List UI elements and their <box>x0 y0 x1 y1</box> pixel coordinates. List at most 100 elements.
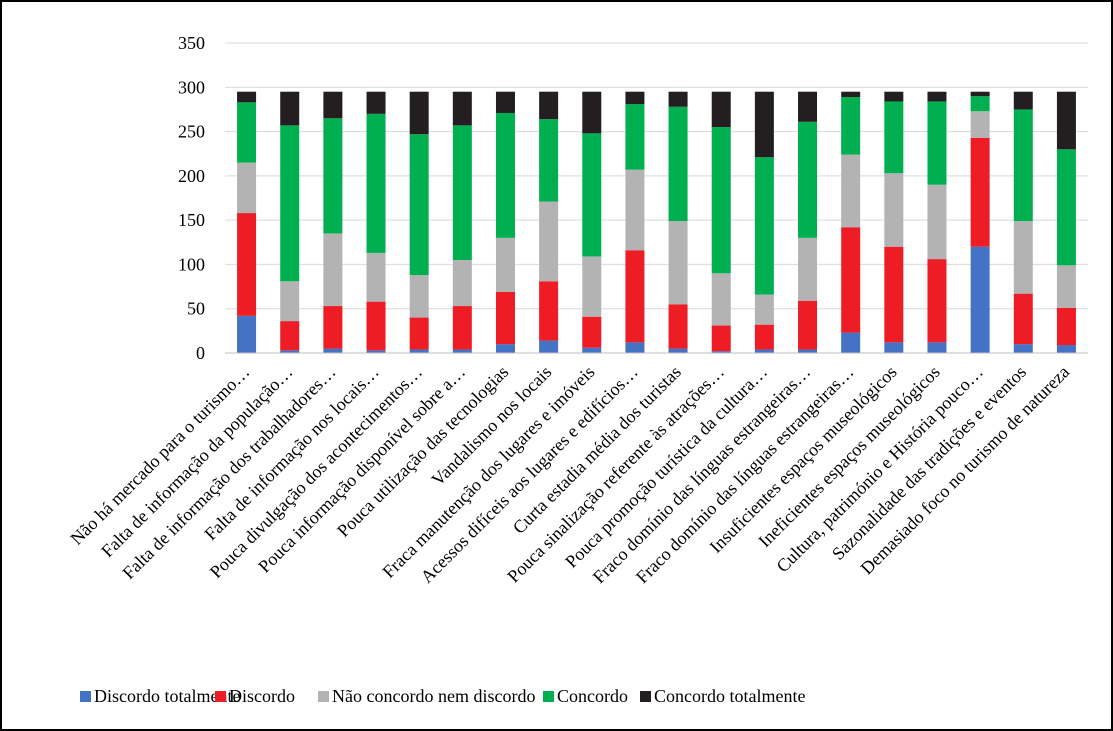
y-tick-label: 250 <box>178 122 205 142</box>
bar-segment <box>668 106 688 222</box>
bar-segment <box>237 91 257 103</box>
bar-segment <box>884 101 904 174</box>
bar-segment <box>754 294 774 325</box>
bar-segment <box>625 342 645 353</box>
bar-segment <box>841 227 861 333</box>
bar-segment <box>452 349 472 353</box>
bar-segment <box>711 351 731 353</box>
bar-segment <box>711 273 731 326</box>
legend-swatch <box>640 691 651 702</box>
bar-segment <box>237 315 257 353</box>
bar-segment <box>754 324 774 350</box>
bar-segment <box>280 281 300 322</box>
bar-segment <box>927 184 947 260</box>
y-tick-label: 200 <box>178 166 205 186</box>
bar-segment <box>1013 91 1033 110</box>
bar-segment <box>366 301 386 351</box>
bar-segment <box>539 340 559 353</box>
gridlines <box>225 42 1088 310</box>
bar-segment <box>711 325 731 352</box>
y-tick-label: 150 <box>178 210 205 230</box>
legend-label: Discordo <box>229 686 295 706</box>
bar-segment <box>970 137 990 247</box>
bar-segment <box>1013 221 1033 294</box>
bar-segment <box>495 237 515 292</box>
bar-segment <box>625 250 645 343</box>
bar-segment <box>582 91 602 134</box>
bar-segment <box>1056 265 1076 308</box>
bar-segment <box>323 91 343 119</box>
x-axis-labels: Não há mercado para o turismo…Falta de i… <box>66 362 1073 588</box>
legend-label: Concordo totalmente <box>654 686 805 706</box>
bar-segment <box>884 342 904 353</box>
bar-segment <box>323 306 343 349</box>
bar-segment <box>280 350 300 353</box>
bar-segment <box>495 112 515 238</box>
y-tick-label: 300 <box>178 77 205 97</box>
bar-segment <box>798 237 818 301</box>
bar-segment <box>1056 307 1076 346</box>
bar-segment <box>970 96 990 112</box>
bar-segment <box>841 154 861 228</box>
legend-label: Não concordo nem discordo <box>332 686 535 706</box>
bar-segment <box>754 157 774 295</box>
bar-segment <box>452 260 472 307</box>
bar-segment <box>754 91 774 158</box>
bar-segment <box>280 321 300 351</box>
y-tick-label: 100 <box>178 254 205 274</box>
bar-segment <box>841 97 861 155</box>
legend-label: Concordo <box>557 686 628 706</box>
legend-label: Discordo totalmente <box>94 686 240 706</box>
bar-segment <box>798 121 818 238</box>
bar-segment <box>1013 293 1033 345</box>
bar-segment <box>970 111 990 138</box>
bar-segment <box>798 91 818 122</box>
bar-segment <box>323 118 343 234</box>
bar-segment <box>539 201 559 282</box>
bar-segment <box>711 127 731 274</box>
bar-segment <box>1056 345 1076 353</box>
bar-segment <box>366 113 386 253</box>
bar-segment <box>280 125 300 282</box>
bar-segment <box>668 221 688 305</box>
bar-segment <box>927 259 947 343</box>
bar-segment <box>841 332 861 353</box>
bar-segment <box>452 125 472 260</box>
bar-segment <box>582 316 602 348</box>
bar-segment <box>1056 91 1076 150</box>
bar-segment <box>495 344 515 353</box>
bar-segment <box>970 246 990 353</box>
bars <box>237 91 1076 353</box>
bar-segment <box>625 169 645 251</box>
legend-swatch <box>318 691 329 702</box>
bar-segment <box>625 91 645 105</box>
bar-segment <box>1013 109 1033 222</box>
bar-segment <box>452 91 472 126</box>
bar-segment <box>495 291 515 345</box>
bar-segment <box>841 91 861 98</box>
bar-segment <box>582 256 602 317</box>
bar-segment <box>409 317 429 350</box>
bar-segment <box>798 349 818 353</box>
bar-segment <box>323 233 343 307</box>
bar-segment <box>582 347 602 353</box>
bar-segment <box>539 119 559 202</box>
y-tick-label: 50 <box>187 299 205 319</box>
bar-segment <box>539 281 559 341</box>
bar-segment <box>754 349 774 353</box>
bar-segment <box>927 91 947 102</box>
y-axis-ticks: 0 50 100 150 200 250 300 350 <box>178 33 205 363</box>
legend-swatch <box>543 691 554 702</box>
bar-segment <box>798 300 818 350</box>
bar-segment <box>409 275 429 318</box>
bar-segment <box>927 342 947 353</box>
bar-segment <box>970 91 990 97</box>
bar-segment <box>582 133 602 257</box>
bar-segment <box>668 91 688 107</box>
bar-segment <box>237 102 257 163</box>
bar-segment <box>366 252 386 302</box>
bar-segment <box>323 348 343 353</box>
bar-segment <box>409 134 429 276</box>
